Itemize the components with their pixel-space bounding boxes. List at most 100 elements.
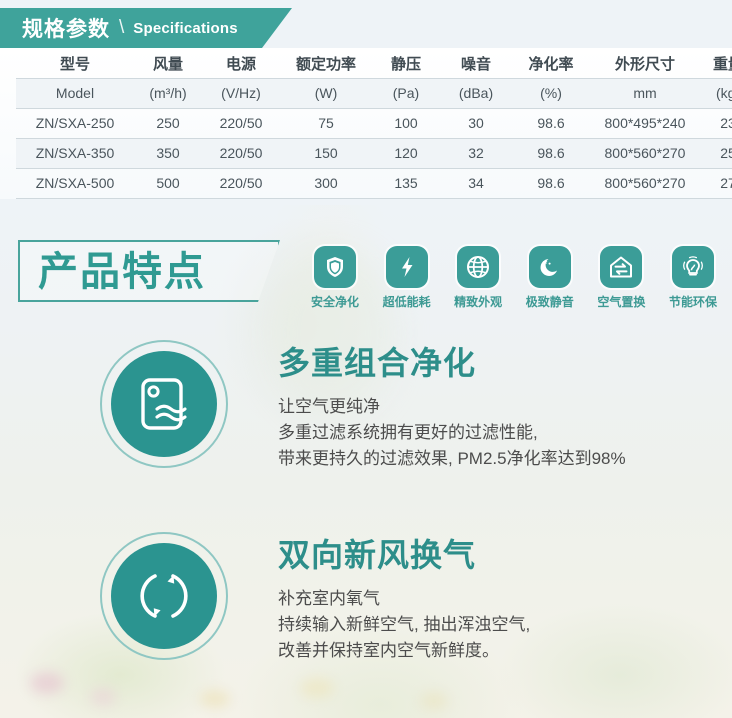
table-cell: 27: [700, 168, 732, 199]
air-exchange-cycle-icon: [111, 543, 217, 649]
table-row: ZN/SXA-250 250 220/50 75 100 30 98.6 800…: [16, 108, 732, 139]
lightning-bolt-icon: [385, 246, 428, 288]
table-cell: 220/50: [202, 168, 280, 199]
feature-text-group: 多重组合净化 让空气更纯净 多重过滤系统拥有更好的过滤性能, 带来更持久的过滤效…: [278, 340, 626, 472]
table-cell: 98.6: [512, 168, 590, 199]
feature-icon-item-safe-purification[interactable]: 安全净化: [302, 246, 368, 310]
lightbulb-icon: [671, 246, 714, 288]
feature-icon-label: 精致外观: [454, 295, 503, 309]
table-unit-cell: (kg): [700, 78, 732, 109]
feature-icon-item-energy-saving[interactable]: 节能环保: [660, 246, 726, 310]
table-units-row: Model (m³/h) (V/Hz) (W) (Pa) (dBa) (%) m…: [16, 78, 732, 109]
table-cell: 32: [440, 138, 512, 169]
table-cell: 300: [280, 168, 372, 199]
table-header-cell: 净化率: [512, 48, 590, 79]
table-cell: 25: [700, 138, 732, 169]
table-cell: 100: [372, 108, 440, 139]
globe-icon: [457, 246, 500, 288]
specifications-banner: 规格参数 \ Specifications: [0, 8, 292, 48]
table-unit-cell: (Pa): [372, 78, 440, 109]
table-cell: 120: [372, 138, 440, 169]
feature-block-multi-stage-purification: 多重组合净化 让空气更纯净 多重过滤系统拥有更好的过滤性能, 带来更持久的过滤效…: [100, 340, 626, 472]
table-cell: 250: [134, 108, 202, 139]
background-flower-blob: [420, 692, 448, 710]
table-cell: 220/50: [202, 138, 280, 169]
background-flower-blob: [300, 678, 334, 698]
feature-circle-outline: [100, 340, 228, 468]
specifications-title-en: Specifications: [133, 19, 238, 37]
feature-icon-label: 极致静音: [525, 295, 574, 309]
table-unit-cell: (V/Hz): [202, 78, 280, 109]
table-header-cell: 型号: [16, 48, 134, 79]
specifications-separator: \: [119, 17, 125, 38]
specifications-title-cn: 规格参数: [22, 18, 110, 41]
feature-description-line: 持续输入新鲜空气, 抽出浑浊空气,: [278, 615, 531, 634]
table-header-row: 型号 风量 电源 额定功率 静压 噪音 净化率 外形尺寸 重量: [16, 48, 732, 79]
table-cell: 34: [440, 168, 512, 199]
table-header-cell: 静压: [372, 48, 440, 79]
table-cell: 75: [280, 108, 372, 139]
table-cell: ZN/SXA-350: [16, 138, 134, 169]
feature-heading: 双向新风换气: [278, 537, 477, 573]
table-unit-cell: (dBa): [440, 78, 512, 109]
table-cell: 23: [700, 108, 732, 139]
table-unit-cell: (W): [280, 78, 372, 109]
table-unit-cell: (m³/h): [134, 78, 202, 109]
feature-description-line: 改善并保持室内空气新鲜度。: [278, 641, 499, 660]
table-unit-cell: (%): [512, 78, 590, 109]
feature-block-bidirectional-ventilation: 双向新风换气 补充室内氧气 持续输入新鲜空气, 抽出浑浊空气, 改善并保持室内空…: [100, 532, 530, 664]
feature-circle-outline: [100, 532, 228, 660]
table-cell: 350: [134, 138, 202, 169]
product-features-title: 产品特点: [38, 250, 206, 294]
feature-text-group: 双向新风换气 补充室内氧气 持续输入新鲜空气, 抽出浑浊空气, 改善并保持室内空…: [278, 532, 530, 664]
table-header-cell: 外形尺寸: [590, 48, 700, 79]
table-cell: 500: [134, 168, 202, 199]
feature-icon-item-low-energy[interactable]: 超低能耗: [374, 246, 440, 310]
table-cell: 135: [372, 168, 440, 199]
feature-icon-strip: 安全净化 超低能耗 精致外观: [302, 246, 726, 310]
table-unit-cell: Model: [16, 78, 134, 109]
table-header-cell: 噪音: [440, 48, 512, 79]
feature-heading: 多重组合净化: [278, 345, 477, 381]
feature-icon-item-air-exchange[interactable]: 空气置换: [588, 246, 654, 310]
table-cell: 800*495*240: [590, 108, 700, 139]
background-flower-blob: [200, 690, 230, 708]
background-flower-blob: [30, 672, 64, 694]
feature-description-line: 补充室内氧气: [278, 589, 380, 608]
table-header-cell: 风量: [134, 48, 202, 79]
table-cell: 98.6: [512, 138, 590, 169]
table-unit-cell: mm: [590, 78, 700, 109]
feature-description-line: 带来更持久的过滤效果, PM2.5净化率达到98%: [278, 449, 626, 468]
feature-icon-label: 节能环保: [668, 295, 717, 309]
table-row: ZN/SXA-350 350 220/50 150 120 32 98.6 80…: [16, 138, 732, 169]
table-cell: 30: [440, 108, 512, 139]
table-header: 型号 风量 电源 额定功率 静压 噪音 净化率 外形尺寸 重量: [16, 48, 732, 79]
table-header-cell: 重量: [700, 48, 732, 79]
product-features-title-box: [18, 240, 280, 302]
table-row: ZN/SXA-500 500 220/50 300 135 34 98.6 80…: [16, 168, 732, 199]
shield-icon: [314, 246, 356, 288]
table-body: Model (m³/h) (V/Hz) (W) (Pa) (dBa) (%) m…: [16, 78, 732, 199]
table-cell: ZN/SXA-500: [16, 168, 134, 199]
table-header-cell: 额定功率: [280, 48, 372, 79]
feature-description-line: 让空气更纯净: [278, 397, 380, 416]
table-cell: ZN/SXA-250: [16, 108, 134, 139]
table-cell: 800*560*270: [590, 168, 700, 199]
feature-icon-label: 空气置换: [597, 295, 646, 309]
feature-icon-item-fine-appearance[interactable]: 精致外观: [445, 246, 511, 310]
air-purifier-icon: [111, 351, 217, 457]
table-cell: 150: [280, 138, 372, 169]
specifications-table: 型号 风量 电源 额定功率 静压 噪音 净化率 外形尺寸 重量 Model (m…: [16, 48, 732, 199]
moon-stars-icon: [528, 246, 571, 288]
feature-icon-label: 安全净化: [310, 295, 359, 309]
table-cell: 800*560*270: [590, 138, 700, 169]
table-cell: 98.6: [512, 108, 590, 139]
background-flower-blob: [90, 688, 116, 706]
table-cell: 220/50: [202, 108, 280, 139]
table-header-cell: 电源: [202, 48, 280, 79]
specifications-table-container: 型号 风量 电源 额定功率 静压 噪音 净化率 外形尺寸 重量 Model (m…: [0, 48, 732, 199]
feature-icon-label: 超低能耗: [382, 295, 431, 309]
feature-icon-item-ultra-quiet[interactable]: 极致静音: [517, 246, 583, 310]
feature-description-line: 多重过滤系统拥有更好的过滤性能,: [278, 423, 538, 442]
